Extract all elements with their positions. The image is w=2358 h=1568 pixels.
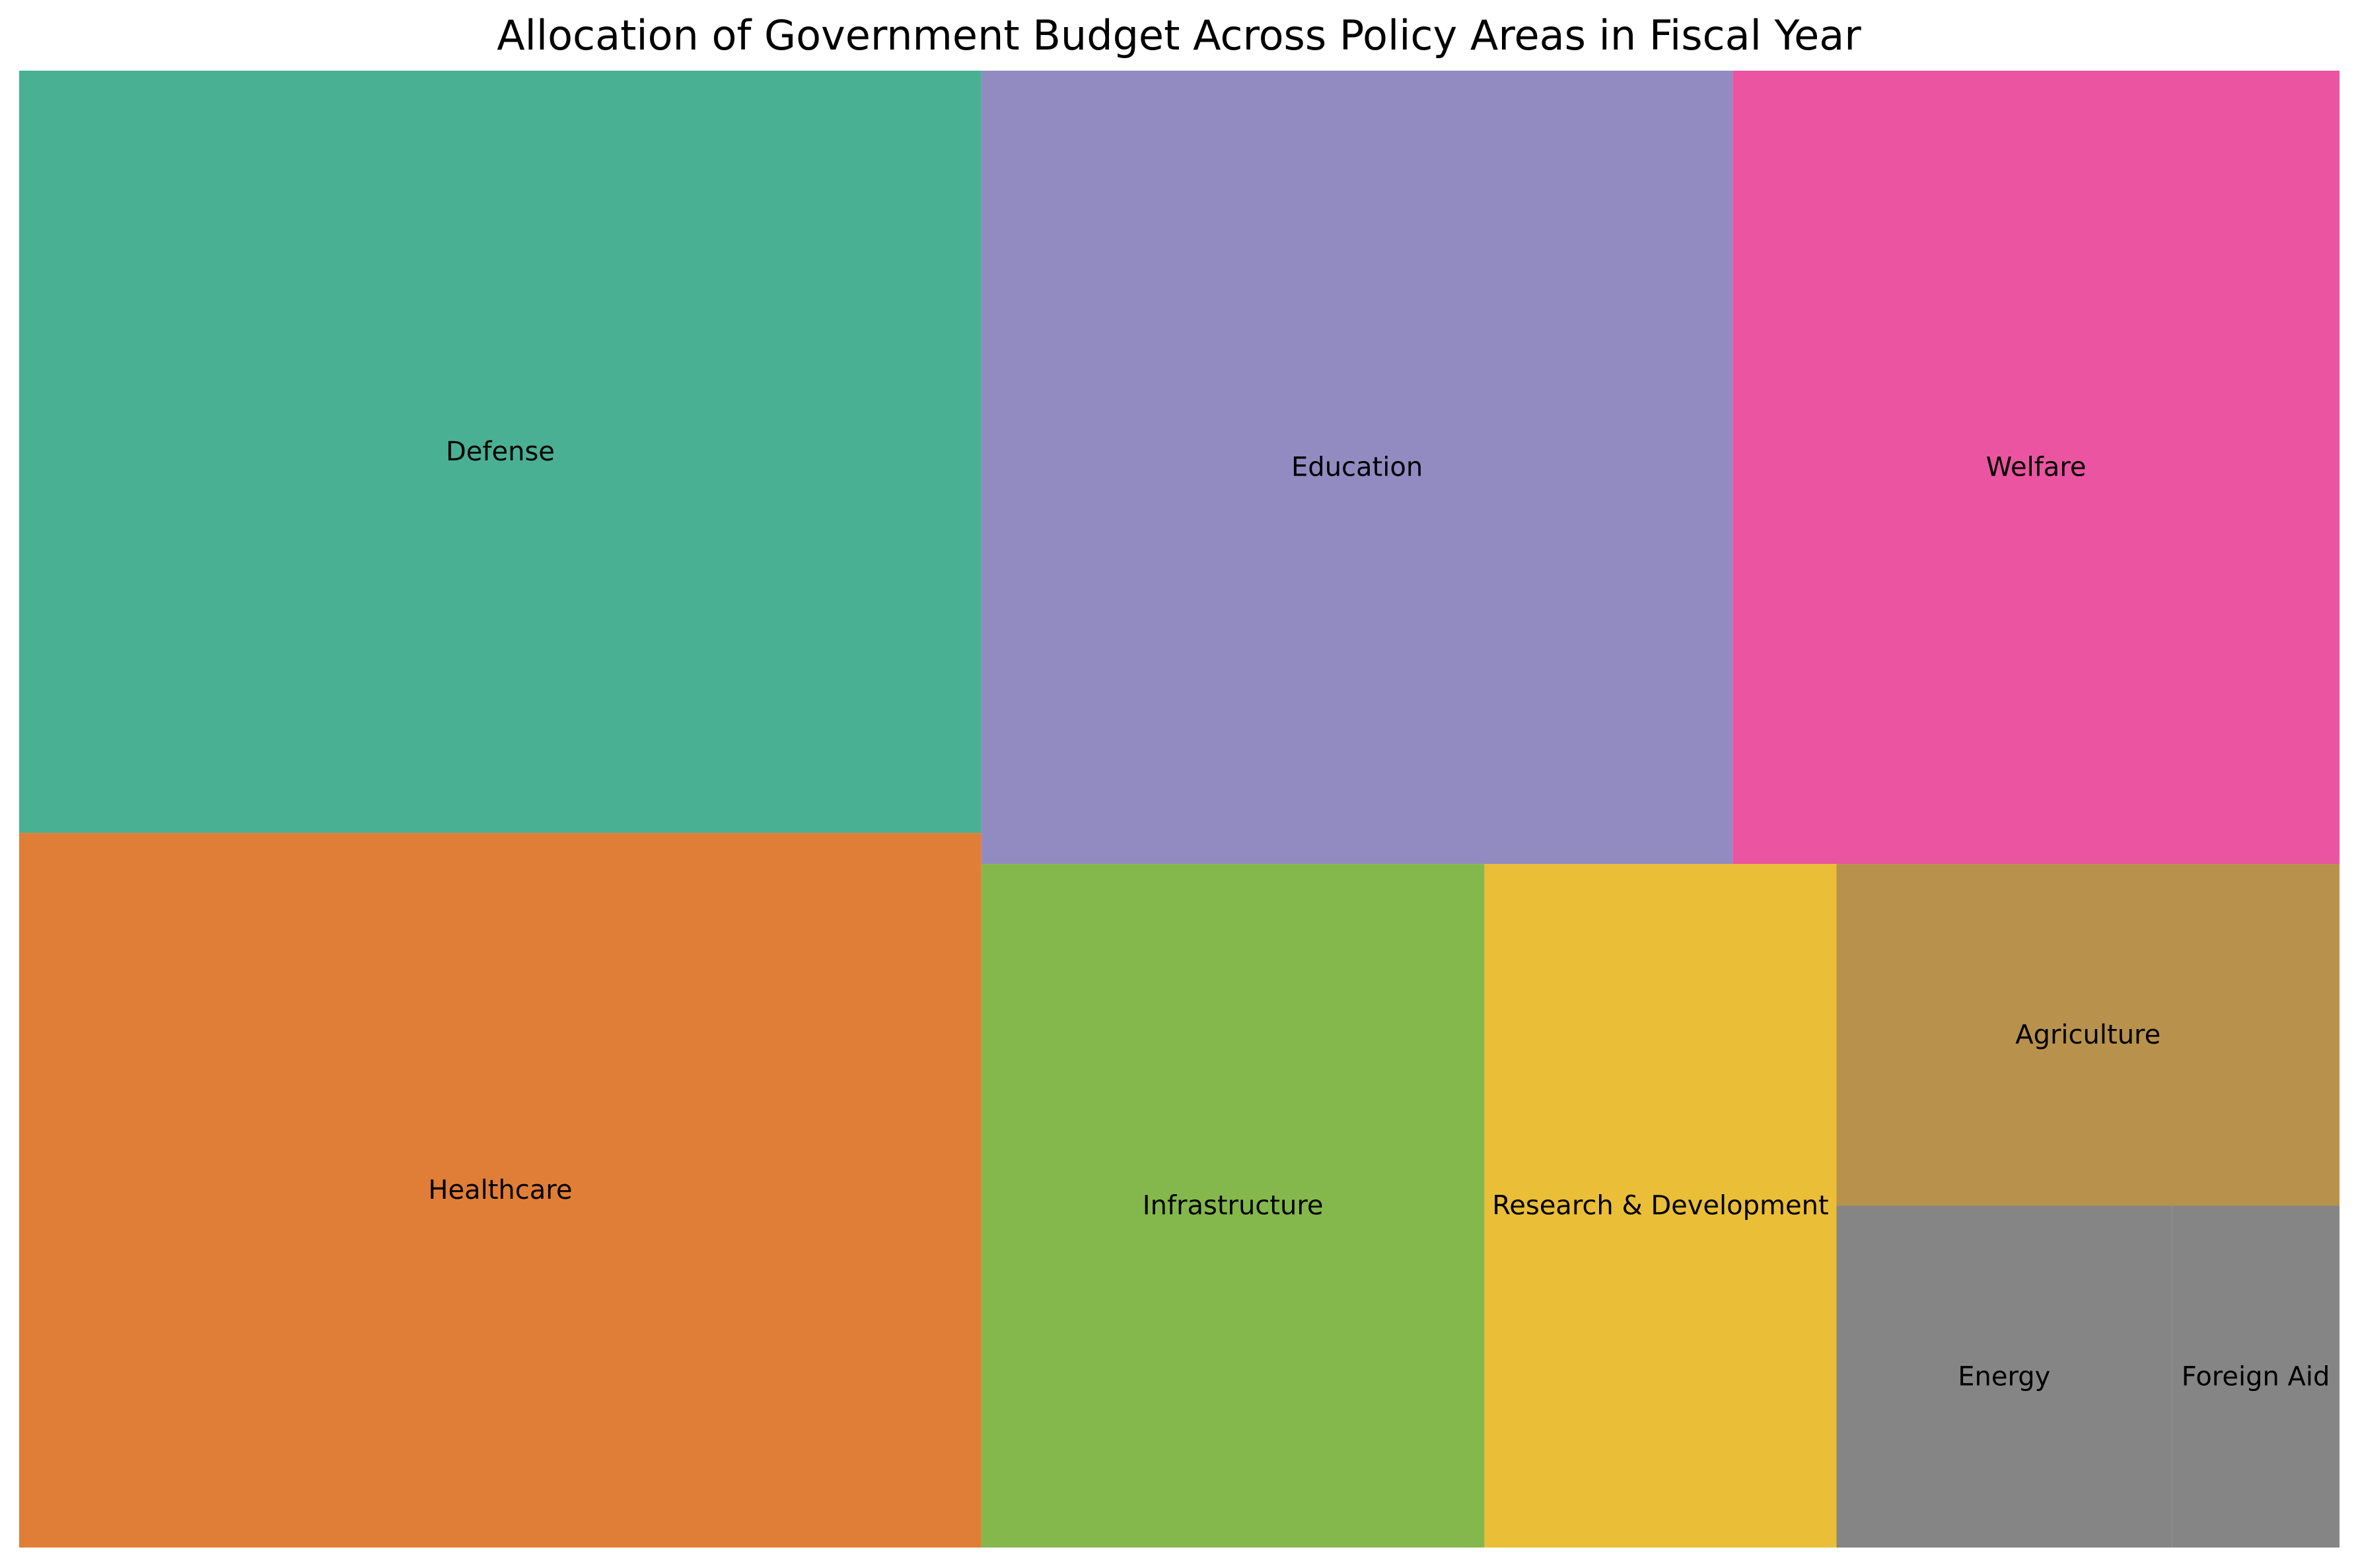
chart-title: Allocation of Government Budget Across P… <box>497 11 1861 59</box>
tile-label-energy: Energy <box>1958 1361 2050 1392</box>
tile-label-research-and-development: Research & Development <box>1492 1191 1828 1221</box>
tile-label-healthcare: Healthcare <box>428 1175 572 1205</box>
tile-label-agriculture: Agriculture <box>2015 1020 2161 1050</box>
tile-label-defense: Defense <box>446 437 555 467</box>
tile-infrastructure <box>981 864 1485 1548</box>
tile-foreign-aid <box>2172 1205 2340 1548</box>
tile-label-education: Education <box>1291 452 1423 483</box>
tile-welfare <box>1733 71 2340 865</box>
tile-education <box>981 71 1733 865</box>
tile-healthcare <box>19 833 982 1548</box>
tile-label-foreign-aid: Foreign Aid <box>2182 1361 2330 1392</box>
tile-label-infrastructure: Infrastructure <box>1143 1191 1324 1221</box>
tile-research-and-development <box>1484 864 1837 1548</box>
tile-defense <box>19 71 982 834</box>
tile-energy <box>1836 1205 2172 1548</box>
tile-label-welfare: Welfare <box>1986 452 2087 483</box>
tile-agriculture <box>1836 864 2340 1206</box>
